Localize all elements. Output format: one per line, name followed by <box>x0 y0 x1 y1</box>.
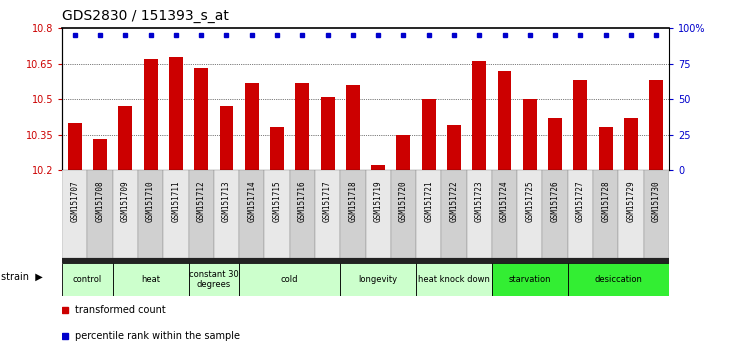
Bar <box>518 170 542 258</box>
Text: GSM151730: GSM151730 <box>652 181 661 222</box>
Text: control: control <box>73 275 102 284</box>
Bar <box>194 68 208 170</box>
Text: cold: cold <box>281 275 298 284</box>
Bar <box>643 170 669 258</box>
Bar <box>573 80 587 170</box>
Text: GSM151710: GSM151710 <box>146 181 155 222</box>
Text: GSM151724: GSM151724 <box>500 181 509 222</box>
Text: strain  ▶: strain ▶ <box>1 272 43 282</box>
Bar <box>239 263 340 296</box>
Bar <box>523 99 537 170</box>
Bar <box>163 170 189 258</box>
Bar <box>568 263 669 296</box>
Bar <box>189 263 239 296</box>
Bar <box>599 127 613 170</box>
Bar <box>289 170 315 258</box>
Bar <box>88 170 113 258</box>
Bar <box>144 59 158 170</box>
Text: percentile rank within the sample: percentile rank within the sample <box>75 331 240 341</box>
Bar <box>416 263 492 296</box>
Text: constant 30
degrees: constant 30 degrees <box>189 269 239 289</box>
Bar <box>315 170 340 258</box>
Text: desiccation: desiccation <box>594 275 643 284</box>
Bar <box>442 170 466 258</box>
Text: starvation: starvation <box>509 275 551 284</box>
Bar <box>492 170 518 258</box>
Bar <box>366 170 391 258</box>
Text: heat knock down: heat knock down <box>418 275 490 284</box>
Bar <box>472 61 486 170</box>
Bar <box>568 170 593 258</box>
Bar <box>118 106 132 170</box>
Bar <box>340 170 366 258</box>
Text: longevity: longevity <box>359 275 398 284</box>
Text: GSM151715: GSM151715 <box>273 181 281 222</box>
Text: GSM151725: GSM151725 <box>526 181 534 222</box>
Bar <box>239 170 265 258</box>
Bar <box>321 97 335 170</box>
Text: GSM151721: GSM151721 <box>424 181 433 222</box>
Bar <box>93 139 107 170</box>
Bar <box>371 165 385 170</box>
Bar <box>68 123 82 170</box>
Bar <box>213 170 239 258</box>
Bar <box>62 258 669 263</box>
Bar <box>396 135 410 170</box>
Bar <box>649 80 663 170</box>
Bar <box>447 125 461 170</box>
Bar <box>346 85 360 170</box>
Bar <box>548 118 562 170</box>
Bar <box>295 82 309 170</box>
Bar <box>113 263 189 296</box>
Bar <box>391 170 416 258</box>
Bar <box>618 170 643 258</box>
Text: transformed count: transformed count <box>75 305 166 315</box>
Bar <box>593 170 618 258</box>
Bar <box>340 263 416 296</box>
Bar <box>189 170 213 258</box>
Bar <box>62 170 88 258</box>
Bar <box>219 106 233 170</box>
Bar <box>169 57 183 170</box>
Bar <box>62 263 113 296</box>
Text: GSM151723: GSM151723 <box>474 181 484 222</box>
Text: GSM151711: GSM151711 <box>171 181 181 222</box>
Bar <box>466 170 492 258</box>
Text: GSM151716: GSM151716 <box>298 181 307 222</box>
Bar <box>113 170 138 258</box>
Text: GSM151717: GSM151717 <box>323 181 332 222</box>
Bar <box>245 82 259 170</box>
Text: GSM151719: GSM151719 <box>374 181 382 222</box>
Text: GSM151709: GSM151709 <box>121 181 130 222</box>
Bar <box>498 71 512 170</box>
Text: heat: heat <box>141 275 160 284</box>
Bar <box>270 127 284 170</box>
Text: GSM151728: GSM151728 <box>601 181 610 222</box>
Text: GDS2830 / 151393_s_at: GDS2830 / 151393_s_at <box>62 9 229 23</box>
Text: GSM151729: GSM151729 <box>626 181 635 222</box>
Text: GSM151714: GSM151714 <box>247 181 257 222</box>
Bar <box>542 170 568 258</box>
Text: GSM151713: GSM151713 <box>222 181 231 222</box>
Bar <box>416 170 442 258</box>
Bar <box>138 170 163 258</box>
Text: GSM151712: GSM151712 <box>197 181 205 222</box>
Text: GSM151726: GSM151726 <box>550 181 560 222</box>
Bar <box>265 170 289 258</box>
Text: GSM151720: GSM151720 <box>399 181 408 222</box>
Text: GSM151722: GSM151722 <box>450 181 458 222</box>
Text: GSM151707: GSM151707 <box>70 181 79 222</box>
Bar <box>492 263 568 296</box>
Bar <box>422 99 436 170</box>
Text: GSM151718: GSM151718 <box>349 181 357 222</box>
Text: GSM151708: GSM151708 <box>96 181 105 222</box>
Bar <box>624 118 638 170</box>
Text: GSM151727: GSM151727 <box>576 181 585 222</box>
